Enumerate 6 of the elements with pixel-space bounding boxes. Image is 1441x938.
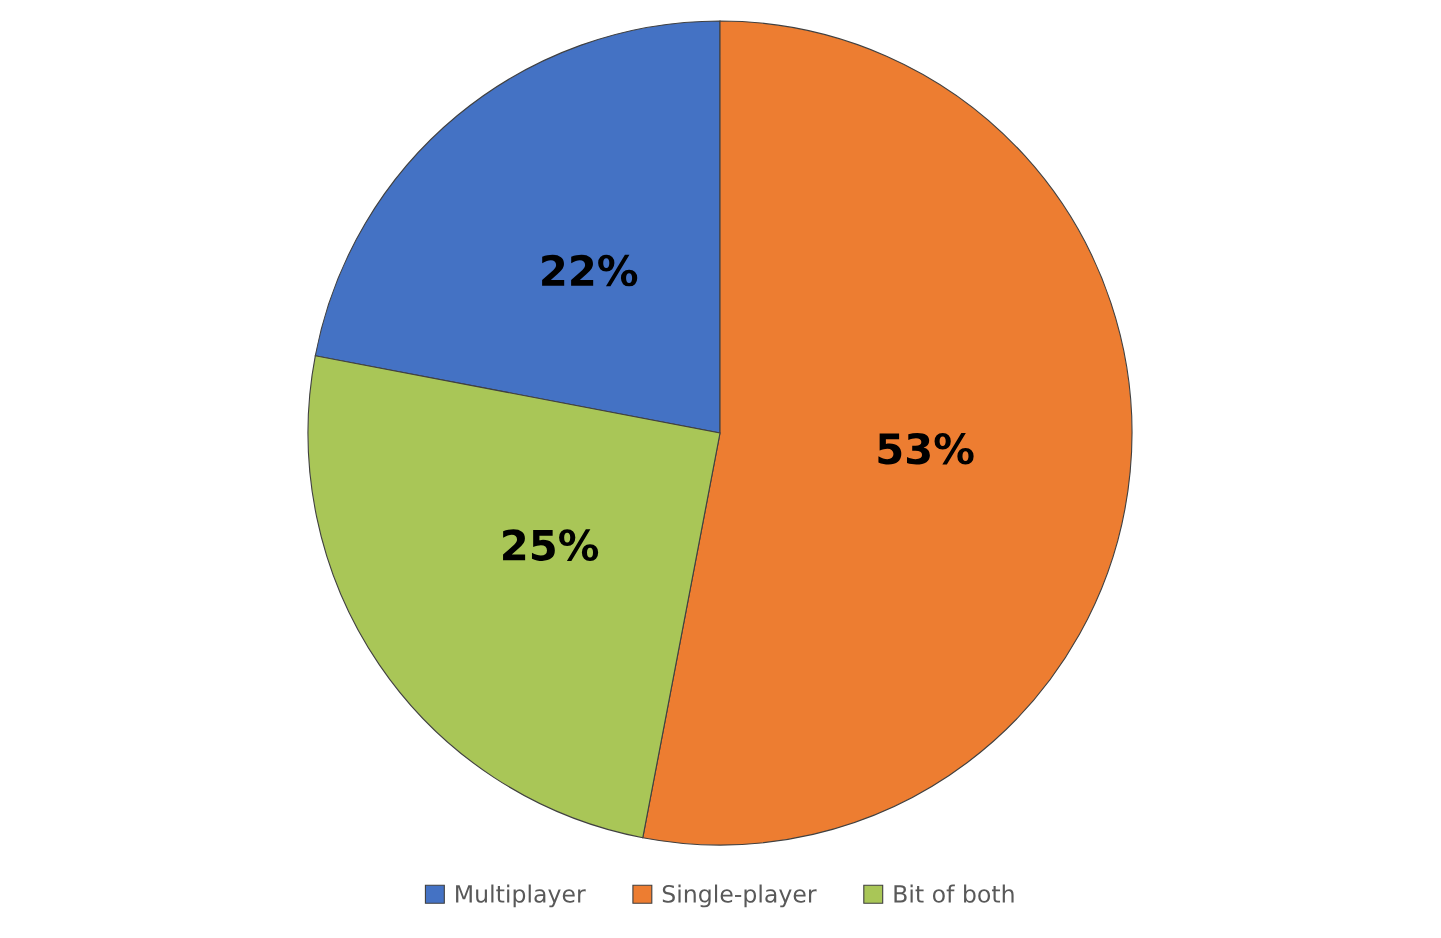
data-label: 53% [878,432,974,465]
data-label: 22% [542,254,638,287]
data-label: 25% [503,529,599,561]
legend-label: Bit of both [894,884,1014,903]
legend-label: Multiplayer [456,884,586,908]
legend-label: Single-player [662,884,817,908]
